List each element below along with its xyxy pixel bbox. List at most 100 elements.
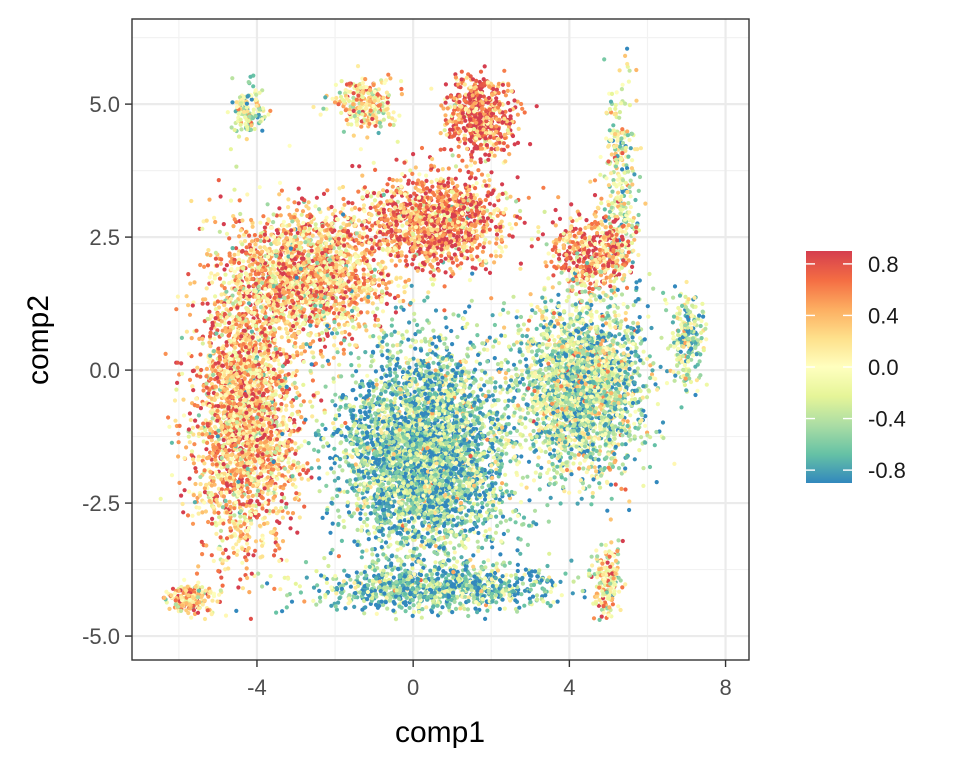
scatter-point <box>273 288 278 294</box>
scatter-point <box>326 291 332 297</box>
scatter-point <box>228 259 233 264</box>
scatter-point <box>247 489 253 494</box>
scatter-point <box>244 229 249 235</box>
scatter-point <box>207 359 212 365</box>
scatter-point <box>271 553 277 558</box>
scatter-point <box>221 222 226 227</box>
scatter-point <box>215 414 220 419</box>
scatter-point <box>219 490 224 495</box>
scatter-point <box>341 212 346 217</box>
scatter-point <box>214 462 219 467</box>
scatter-point <box>283 326 289 331</box>
scatter-point <box>211 364 216 369</box>
scatter-point <box>201 402 206 407</box>
scatter-point <box>288 238 293 243</box>
scatter-point <box>274 382 279 387</box>
scatter-point <box>370 223 375 228</box>
scatter-point <box>334 307 339 312</box>
scatter-point <box>268 386 273 391</box>
scatter-point <box>203 509 208 514</box>
scatter-point <box>361 255 366 260</box>
scatter-point <box>247 455 252 461</box>
scatter-point <box>270 371 275 376</box>
scatter-point <box>235 469 240 474</box>
scatter-point <box>224 231 230 236</box>
scatter-point <box>217 323 222 328</box>
scatter-point <box>229 534 234 539</box>
scatter-point <box>385 239 390 244</box>
scatter-point <box>199 367 204 373</box>
scatter-point <box>306 276 311 281</box>
scatter-point <box>313 204 318 209</box>
scatter-point <box>271 367 276 372</box>
scatter-point <box>250 493 255 498</box>
scatter-point <box>287 212 292 217</box>
scatter-point <box>338 284 344 289</box>
scatter-point <box>275 303 280 308</box>
scatter-point <box>277 347 282 352</box>
scatter-point <box>347 244 352 249</box>
scatter-point <box>272 586 277 592</box>
scatter-point <box>370 301 375 306</box>
scatter-point <box>237 436 242 441</box>
scatter-point <box>307 265 313 270</box>
scatter-point <box>281 290 286 295</box>
scatter-point <box>238 509 243 514</box>
scatter-point <box>268 491 273 496</box>
scatter-point <box>218 535 223 540</box>
scatter-point <box>201 388 206 393</box>
scatter-point <box>280 245 285 250</box>
scatter-point <box>264 443 269 448</box>
scatter-point <box>253 281 259 286</box>
scatter-point <box>272 358 277 363</box>
scatter-point <box>251 553 256 558</box>
scatter-point <box>345 260 350 265</box>
scatter-point <box>316 248 321 253</box>
scatter-point <box>215 312 220 317</box>
scatter-point <box>361 272 366 277</box>
scatter-point <box>295 409 300 414</box>
scatter-point <box>216 404 221 409</box>
scatter-point <box>294 321 299 326</box>
scatter-point <box>263 378 268 383</box>
scatter-point <box>297 244 302 249</box>
scatter-point <box>176 431 181 436</box>
scatter-point <box>410 180 415 185</box>
scatter-point <box>210 516 215 522</box>
scatter-point <box>224 510 229 515</box>
scatter-point <box>271 212 276 217</box>
scatter-point <box>241 259 246 264</box>
scatter-point <box>163 351 168 356</box>
scatter-point <box>267 421 272 426</box>
scatter-point <box>257 523 262 528</box>
scatter-point <box>260 543 265 548</box>
scatter-point <box>343 290 348 295</box>
scatter-point <box>213 307 218 312</box>
scatter-point <box>257 502 262 507</box>
scatter-point <box>247 430 252 435</box>
scatter-point <box>331 274 336 279</box>
scatter-point <box>324 265 329 270</box>
scatter-point <box>232 506 237 511</box>
scatter-point <box>302 249 307 254</box>
scatter-point <box>272 450 277 455</box>
scatter-point <box>320 224 325 229</box>
scatter-point <box>207 275 212 280</box>
scatter-point <box>369 194 374 199</box>
scatter-point <box>238 211 243 217</box>
scatter-point <box>239 414 244 419</box>
scatter-point <box>406 277 411 283</box>
scatter-point <box>288 478 293 483</box>
scatter-point <box>246 546 251 551</box>
scatter-point <box>275 271 280 276</box>
scatter-point <box>260 249 265 254</box>
scatter-point <box>249 416 255 421</box>
scatter-point <box>257 423 262 428</box>
scatter-point <box>294 275 299 280</box>
scatter-point <box>258 314 263 319</box>
scatter-point <box>237 490 242 495</box>
scatter-point <box>285 335 291 340</box>
scatter-point <box>289 466 294 471</box>
scatter-point <box>301 382 306 387</box>
scatter-point <box>271 474 276 479</box>
